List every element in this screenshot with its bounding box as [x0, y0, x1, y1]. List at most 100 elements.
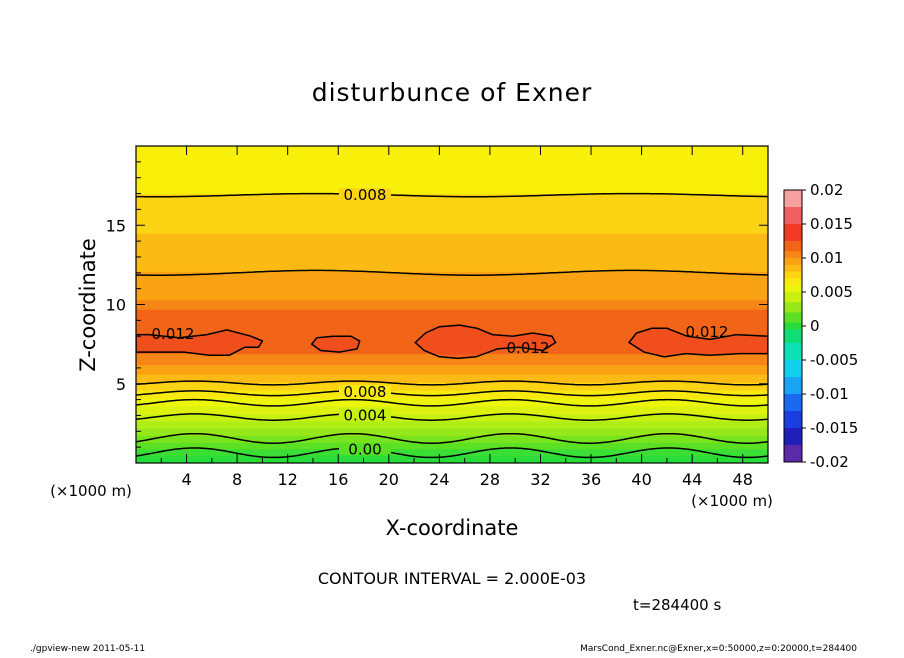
colorbar-segment-2 — [784, 224, 802, 242]
cell-label-3: 0.012 — [686, 323, 729, 341]
colorbar-segment-20 — [784, 428, 802, 446]
colorbar: 0.02 0.015 0.01 0.005 0 -0.005 -0.01 -0.015 -0.0… — [783, 181, 858, 471]
contour-line-3 — [136, 398, 768, 407]
contour-band-8 — [136, 398, 768, 407]
x-tick-label-11: 48 — [733, 470, 753, 489]
colorbar-tick-label-0: 0.02 — [810, 181, 843, 199]
x-tick-label-4: 20 — [379, 470, 399, 489]
colorbar-segment-0 — [784, 190, 802, 208]
y-axis-label: Z-coordinate — [76, 238, 100, 372]
contour-band-15 — [136, 299, 768, 310]
x-tick-label-5: 24 — [429, 470, 449, 489]
colorbar-segment-11 — [784, 302, 802, 313]
x-unit-left: (×1000 m) — [50, 482, 132, 500]
contour-interval-text: CONTOUR INTERVAL = 2.000E-03 — [318, 569, 586, 588]
contour-labels: 0.00 0.004 0.008 0.008 0.012 0.012 0.012 — [152, 186, 729, 458]
contour-line-7 — [136, 192, 768, 198]
x-tick-label-2: 12 — [278, 470, 298, 489]
contour-label-gap-7 — [339, 188, 391, 201]
contour-band-3 — [136, 435, 768, 443]
x-tick-label-7: 32 — [530, 470, 550, 489]
colorbar-segment-8 — [784, 278, 802, 286]
x-axis-label: X-coordinate — [386, 516, 519, 540]
contour-band-1 — [136, 448, 768, 457]
colorbar-segment-19 — [784, 411, 802, 429]
contour-band-13 — [136, 353, 768, 366]
time-stamp-text: t=284400 s — [633, 596, 721, 614]
colorbar-segment-1 — [784, 207, 802, 225]
cell-label-2: 0.012 — [507, 339, 550, 357]
colorbar-tick-label-7: -0.015 — [810, 419, 858, 437]
chart-title: disturbunce of Exner — [312, 78, 593, 107]
colorbar-segment-9 — [784, 285, 802, 293]
colorbar-segment-18 — [784, 394, 802, 412]
contour-cell-fill-2 — [415, 325, 556, 359]
contour-label-4: 0.008 — [344, 383, 387, 401]
plot-area — [136, 146, 768, 463]
x-tick-label-3: 16 — [328, 470, 348, 489]
colorbar-segment-16 — [784, 360, 802, 378]
colorbar-tick-label-4: 0 — [810, 317, 820, 335]
contour-cell-fill-0 — [136, 329, 263, 356]
x-tick-label-6: 28 — [480, 470, 500, 489]
colorbar-segment-21 — [784, 445, 802, 463]
contour-line-1 — [136, 432, 768, 444]
colorbar-segment-6 — [784, 264, 802, 272]
colorbar-tick-label-8: -0.02 — [810, 453, 849, 471]
x-tick-label-0: 4 — [181, 470, 191, 489]
colorbar-segment-4 — [784, 251, 802, 259]
contour-label-gap-4 — [339, 385, 391, 398]
contour-label-2: 0.004 — [344, 406, 387, 424]
cell-label-0: 0.012 — [152, 325, 195, 343]
contour-cell-1 — [310, 335, 361, 353]
contour-band-12 — [136, 364, 768, 375]
x-tick-label-1: 8 — [232, 470, 242, 489]
contour-band-4 — [136, 428, 768, 436]
contour-line-0 — [136, 447, 768, 459]
colorbar-segment-13 — [784, 322, 802, 330]
colorbar-tick-label-1: 0.015 — [810, 215, 853, 233]
contour-label-gap-2 — [339, 408, 391, 421]
contour-cell-0 — [136, 329, 264, 356]
contour-band-10 — [136, 382, 768, 391]
colorbar-segment-10 — [784, 292, 802, 303]
colorbar-segment-5 — [784, 258, 802, 266]
footer-left-text: ./gpview-new 2011-05-11 — [30, 644, 145, 654]
contour-line-5 — [136, 380, 768, 386]
contour-band-18 — [136, 193, 768, 234]
colorbar-tick-label-5: -0.005 — [810, 351, 858, 369]
contour-band-5 — [136, 420, 768, 429]
colorbar-segment-3 — [784, 241, 802, 252]
colorbar-segment-15 — [784, 343, 802, 361]
contour-label-gap-0 — [339, 442, 391, 455]
contour-label-7: 0.008 — [344, 186, 387, 204]
contour-cell-fill-1 — [311, 336, 360, 353]
colorbar-tick-label-3: 0.005 — [810, 283, 853, 301]
x-axis: 4 8 12 16 20 24 28 32 36 40 44 48 — [160, 146, 753, 489]
contour-band-19 — [136, 146, 768, 195]
colorbar-segment-14 — [784, 329, 802, 344]
contour-band-17 — [136, 233, 768, 272]
x-tick-label-8: 36 — [581, 470, 601, 489]
x-tick-label-10: 44 — [682, 470, 702, 489]
x-tick-label-9: 40 — [631, 470, 651, 489]
contour-band-7 — [136, 405, 768, 415]
colorbar-segment-17 — [784, 377, 802, 395]
contour-band-6 — [136, 413, 768, 422]
y-tick-label-1: 10 — [106, 296, 126, 315]
contour-line-2 — [136, 413, 768, 421]
colorbar-segment-7 — [784, 271, 802, 279]
contour-band-11 — [136, 374, 768, 383]
contour-band-16 — [136, 271, 768, 301]
colorbar-tick-label-2: 0.01 — [810, 249, 843, 267]
contour-line-4 — [136, 390, 768, 397]
contour-band-2 — [136, 442, 768, 450]
x-unit-right: (×1000 m) — [691, 492, 773, 510]
contour-line-6 — [136, 269, 768, 276]
colorbar-tick-label-6: -0.01 — [810, 385, 849, 403]
contour-cell-2 — [414, 324, 557, 360]
y-tick-label-0: 5 — [116, 375, 126, 394]
y-tick-label-2: 15 — [106, 216, 126, 235]
contour-lines — [136, 188, 768, 459]
